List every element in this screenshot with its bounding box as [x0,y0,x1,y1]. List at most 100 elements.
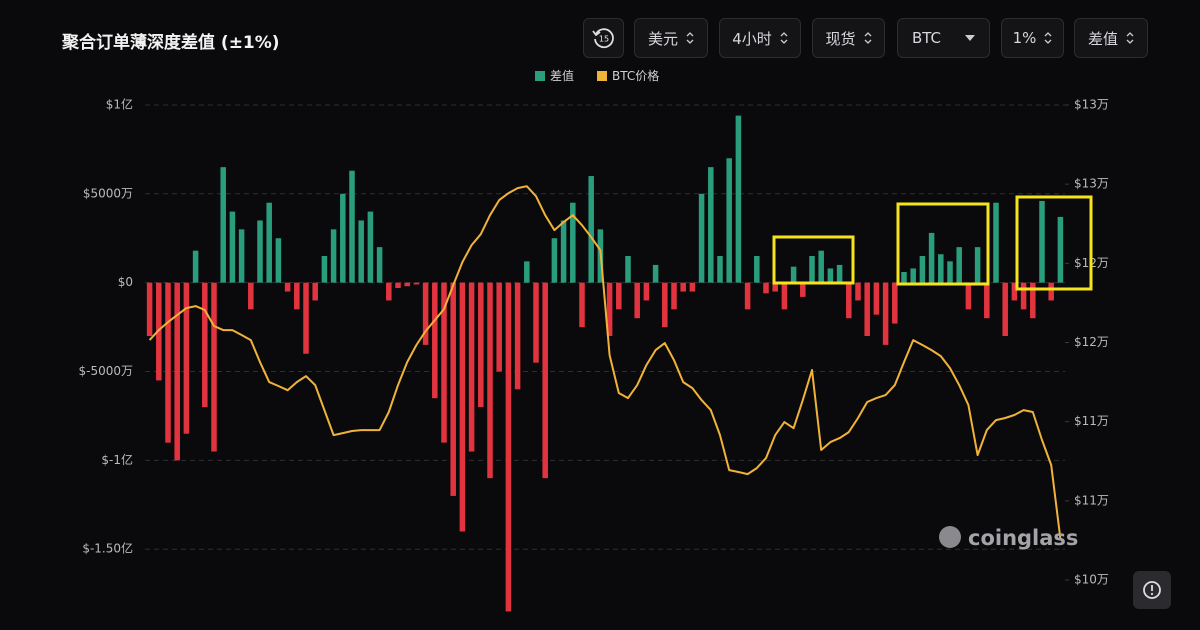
bar [579,282,585,328]
dropdown-icon [965,35,976,41]
price-line [148,185,1062,539]
coin-select[interactable]: BTC [897,18,990,58]
updown-icon [1126,32,1134,44]
y2-tick-label: $12万 [1074,256,1109,270]
legend-swatch [535,70,545,81]
refresh-button[interactable]: 15 [583,18,624,58]
bar [386,282,392,301]
bar [873,282,880,315]
bar [882,282,889,345]
bar [165,282,171,443]
bar [248,282,254,310]
bar [671,282,677,310]
y2-tick-label: $13万 [1074,97,1109,111]
bar [726,158,732,283]
bar [597,229,604,283]
y2-tick-label: $13万 [1074,177,1109,191]
bar [1030,282,1036,319]
bar [588,176,594,283]
bar [266,202,272,283]
bar [551,238,558,283]
bar [919,256,926,283]
y-tick-label: $1亿 [106,96,133,111]
bar [395,282,401,289]
bar [192,250,199,283]
bar [790,266,797,283]
bar [524,261,530,283]
legend-item[interactable]: BTC价格 [597,67,659,84]
legend-swatch [597,70,607,81]
bar [275,238,282,283]
bar [662,282,668,328]
bar [763,282,769,294]
legend-label: BTC价格 [612,69,660,83]
bar [220,167,226,283]
bar [809,256,815,283]
bar [864,282,870,336]
y2-tick-label: $11万 [1074,414,1109,428]
bar [478,282,484,408]
bar [340,193,346,283]
bar [358,220,364,283]
bar [284,282,291,292]
bar [183,282,190,434]
bar [698,193,705,283]
bar [533,282,539,363]
bar [441,282,447,443]
bar [294,282,300,310]
highlight-box [772,235,855,285]
bar [781,282,788,310]
help-button[interactable] [1133,571,1171,609]
bar [560,220,567,283]
bar [855,282,861,301]
bar [1057,216,1064,283]
bar [938,254,944,283]
bar [468,282,475,452]
bar [643,282,650,301]
bar [965,282,972,310]
bar [827,268,834,283]
currency-select[interactable]: 美元 [634,18,708,58]
bar [800,282,806,297]
bar [376,247,383,283]
legend-item[interactable]: 差值 [535,67,574,84]
interval-select[interactable]: 4小时 [719,18,801,58]
bar [514,282,521,390]
bar [901,272,907,283]
bar [202,282,208,408]
watermark-text: coinglass [968,526,1078,550]
updown-icon [864,32,871,44]
bar [634,282,640,319]
metric-select[interactable]: 差值 [1074,18,1148,58]
refresh-icon: 15 [591,28,614,49]
bar [505,282,512,612]
bar [836,264,843,283]
bar [708,167,714,283]
button-label: BTC [911,29,942,47]
bar [432,282,438,399]
range-select[interactable]: 1% [1001,18,1064,58]
bar [1002,282,1008,336]
bar [1020,282,1027,310]
bar [680,282,686,292]
market-select[interactable]: 现货 [812,18,885,58]
bar [1039,200,1045,283]
y-tick-label: $0 [118,275,133,289]
bar [1048,282,1054,301]
bar [993,202,999,283]
bar [689,282,696,292]
bar [947,261,953,283]
button-label: 差值 [1087,29,1118,48]
bar [606,282,613,336]
bar [174,282,180,461]
bar [229,211,236,283]
refresh-badge: 15 [598,35,608,44]
bar [349,170,355,283]
bar [404,282,410,287]
y-tick-label: $5000万 [83,186,133,200]
bar [984,282,990,319]
chart-title: 聚合订单薄深度差值 (±1%) [62,33,280,53]
bar [330,229,337,283]
bar [846,282,852,319]
